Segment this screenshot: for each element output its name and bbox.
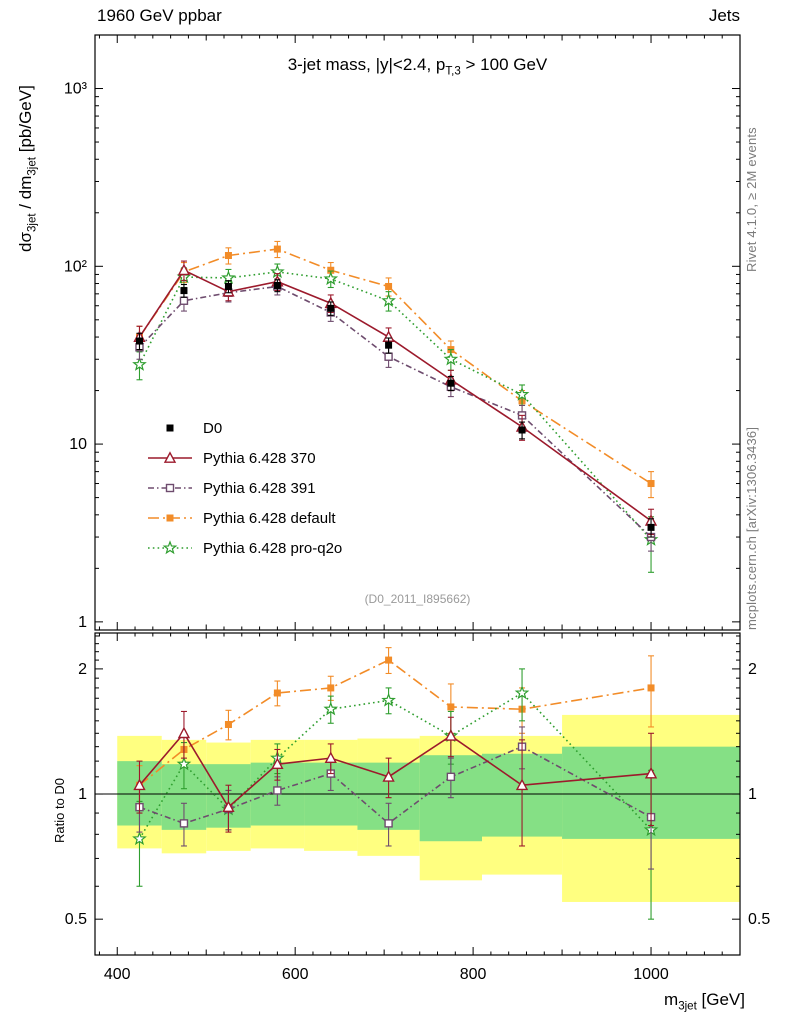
x-axis-title: m3jet [GeV] (664, 990, 745, 1013)
svg-text:1: 1 (78, 786, 87, 803)
pythia-default-marker-icon (148, 514, 192, 522)
beam-energy-label: 1960 GeV ppbar (97, 6, 222, 25)
analysis-id-watermark: (D0_2011_I895662) (364, 592, 471, 606)
process-label: Jets (708, 6, 740, 25)
ratio-axis-title: Ratio to D0 (52, 777, 67, 843)
legend-label-pythia-pro-q2o: Pythia 6.428 pro-q2o (203, 539, 343, 557)
svg-text:1: 1 (748, 786, 757, 803)
svg-text:10²: 10² (64, 258, 88, 275)
svg-text:2: 2 (748, 661, 757, 678)
svg-text:10: 10 (69, 436, 87, 453)
pythia-pro-q2o-marker-icon (148, 540, 192, 555)
svg-text:0.5: 0.5 (65, 911, 87, 928)
pythia-370-marker-icon (148, 451, 192, 463)
series-pythia-370-ratio (133, 710, 658, 847)
axis-ticks (95, 34, 741, 955)
rivet-version-note: Rivet 4.1.0, ≥ 2M events (744, 127, 759, 272)
svg-text:600: 600 (282, 966, 309, 983)
legend-label-d0: D0 (203, 419, 223, 437)
plot-title: 3-jet mass, |y|<2.4, pT,3 > 100 GeV (95, 55, 740, 77)
uncertainty-bands (117, 714, 740, 902)
d0-marker-icon (166, 424, 174, 432)
series-d0-main (135, 279, 655, 538)
svg-text:1000: 1000 (633, 966, 669, 983)
y-axis-title: dσ3jet / dm3jet [pb/GeV] (16, 85, 39, 252)
plot-title-text: 3-jet mass, |y|<2.4, p (287, 55, 446, 74)
svg-text:400: 400 (104, 966, 131, 983)
svg-text:1: 1 (78, 614, 87, 631)
legend: D0 Pythia 6.428 370 Pythia 6.428 391 Pyt… (147, 413, 342, 563)
legend-item-pythia-default: Pythia 6.428 default (147, 503, 342, 533)
svg-text:800: 800 (460, 966, 487, 983)
svg-text:2: 2 (78, 661, 87, 678)
plot-title-post: > 100 GeV (460, 55, 548, 74)
legend-label-pythia-default: Pythia 6.428 default (203, 509, 336, 527)
plot-title-sub: T,3 (445, 65, 461, 78)
mcplots-arxiv-note: mcplots.cern.ch [arXiv:1306.3436] (744, 426, 759, 630)
legend-item-d0: D0 (147, 413, 342, 443)
legend-label-pythia-391: Pythia 6.428 391 (203, 479, 316, 497)
tick-labels: 1 10 10² 10³ 0.5 0.5 1 1 2 2 400 600 800 1000 (64, 81, 770, 983)
legend-item-pythia-391: Pythia 6.428 391 (147, 473, 342, 503)
svg-text:10³: 10³ (64, 81, 88, 98)
pythia-391-marker-icon (148, 483, 192, 493)
svg-text:0.5: 0.5 (748, 911, 770, 928)
legend-item-pythia-370: Pythia 6.428 370 (147, 443, 342, 473)
legend-label-pythia-370: Pythia 6.428 370 (203, 449, 316, 467)
legend-item-pythia-pro-q2o: Pythia 6.428 pro-q2o (147, 533, 342, 563)
